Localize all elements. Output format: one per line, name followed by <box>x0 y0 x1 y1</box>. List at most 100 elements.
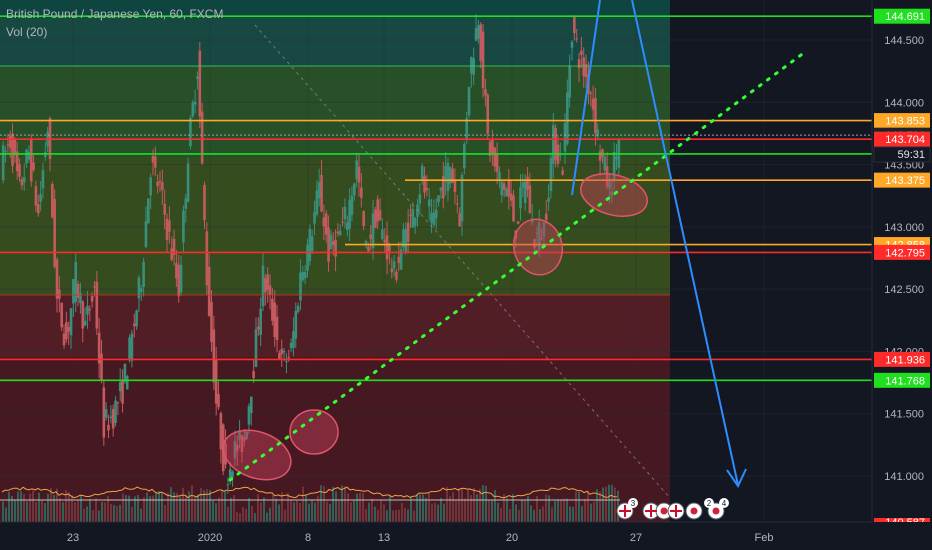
volume-bar <box>374 506 376 522</box>
candle-body <box>402 229 405 248</box>
candle-body <box>149 177 152 196</box>
volume-bar <box>257 494 259 522</box>
volume-bar <box>419 494 421 522</box>
candle-body <box>36 204 40 214</box>
volume-bar <box>161 491 163 522</box>
price-level-tag-bg <box>874 372 930 388</box>
candle-body <box>154 156 157 168</box>
candle-body <box>448 167 452 184</box>
candle-body <box>114 400 117 423</box>
candle-body <box>519 187 522 209</box>
volume-bar <box>101 501 103 522</box>
volume-bar <box>14 499 16 522</box>
volume-bar <box>479 488 481 522</box>
candle-body <box>439 187 443 191</box>
volume-bar <box>173 492 175 522</box>
volume-bar <box>227 506 229 522</box>
volume-bar <box>338 500 340 522</box>
candle-body <box>219 413 223 450</box>
volume-bar <box>203 490 205 522</box>
candle-body <box>233 441 237 459</box>
volume-bar <box>29 493 31 522</box>
volume-bar <box>434 503 436 522</box>
candle-body <box>383 239 387 243</box>
volume-bar <box>110 504 112 522</box>
candle-body <box>563 123 567 152</box>
countdown-tag: 59:31 <box>873 146 931 163</box>
volume-bar <box>152 495 154 522</box>
candle-body <box>235 444 239 452</box>
candle-body <box>338 230 342 236</box>
candle-body <box>39 193 42 202</box>
volume-bar <box>554 501 556 522</box>
candle-body <box>570 41 574 48</box>
candle-body <box>60 302 63 328</box>
candle-body <box>100 353 103 381</box>
candle-body <box>566 92 569 144</box>
volume-bar <box>566 498 568 522</box>
volume-bar <box>497 502 499 522</box>
candle-body <box>228 469 232 481</box>
volume-bar <box>143 497 145 522</box>
volume-bar <box>491 499 493 522</box>
x-tick-label: 23 <box>67 532 79 544</box>
volume-bar <box>266 512 268 522</box>
candle-body <box>568 66 571 98</box>
candle-body <box>22 177 26 183</box>
candle-body <box>392 261 396 269</box>
volume-bar <box>332 486 334 522</box>
candle-body <box>498 171 501 181</box>
volume-bar <box>275 498 277 522</box>
volume-bar <box>287 493 289 522</box>
event-badges[interactable]: 3 2 4 <box>616 498 729 520</box>
candle-body <box>535 232 539 234</box>
candle-body <box>327 227 330 262</box>
candle-body <box>474 28 478 41</box>
volume-bar <box>170 487 172 522</box>
candle-body <box>315 190 319 215</box>
volume-bar <box>452 492 454 522</box>
candle-body <box>329 234 333 250</box>
volume-bar <box>41 500 43 522</box>
candle-body <box>413 217 417 227</box>
candle-body <box>341 221 344 223</box>
volume-bar <box>563 498 565 522</box>
candle-body <box>582 57 586 77</box>
volume-bar <box>116 506 118 522</box>
volume-bar <box>428 493 430 522</box>
candle-body <box>397 256 401 264</box>
badge-count-2-bg <box>704 498 714 508</box>
candle-body <box>357 166 361 183</box>
candle-body <box>69 308 73 336</box>
candle-body <box>193 101 197 105</box>
candle-body <box>135 310 138 327</box>
volume-bar <box>281 492 283 522</box>
candle-body <box>523 181 527 203</box>
volume-bar <box>215 503 217 522</box>
candle-body <box>32 162 35 171</box>
annotations <box>222 0 807 489</box>
volume-bar <box>209 490 211 522</box>
candle-body <box>589 92 593 94</box>
volume-bar <box>218 497 220 522</box>
candle-body <box>336 231 340 234</box>
candle-body <box>93 286 96 288</box>
candle-body <box>226 484 230 486</box>
candle-body <box>11 133 14 167</box>
candle-body <box>385 235 389 260</box>
candle-body <box>259 308 262 335</box>
flag-gb-cross-2 <box>645 505 657 517</box>
candle-body <box>502 183 506 190</box>
candle-body <box>29 139 33 182</box>
volume-bar <box>422 494 424 522</box>
candle-body <box>303 271 307 279</box>
volume-bar <box>239 513 241 522</box>
candle-body <box>605 166 609 187</box>
candle-body <box>285 361 288 363</box>
volume-bar <box>587 490 589 522</box>
price-level-tag: 143.853 <box>885 116 925 128</box>
candle-body <box>479 24 483 61</box>
candle-body <box>313 211 316 224</box>
candle-body <box>463 144 466 169</box>
